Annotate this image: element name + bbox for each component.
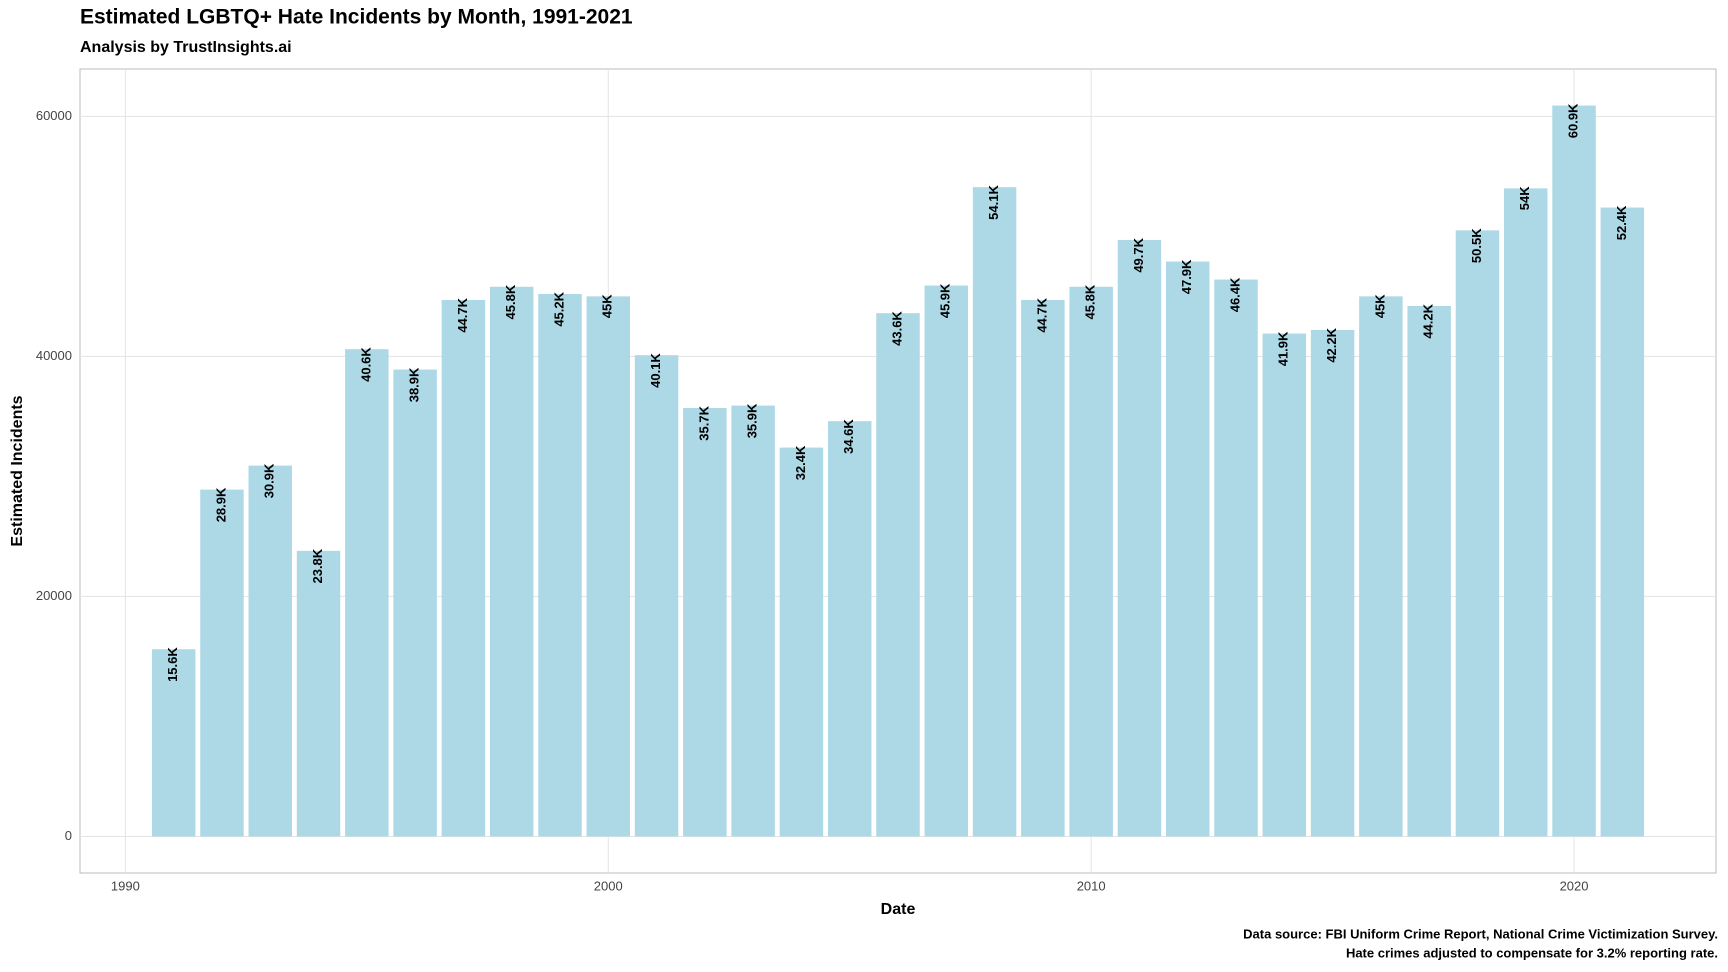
- bar: [441, 299, 486, 837]
- y-axis-label: Estimated Incidents: [9, 395, 26, 546]
- bar: [1504, 188, 1548, 837]
- value-label: 41.9K: [1276, 331, 1291, 366]
- bar: [1310, 329, 1355, 837]
- value-label: 40.1K: [648, 353, 663, 388]
- value-label: 44.7K: [455, 297, 470, 332]
- chart-title: Estimated LGBTQ+ Hate Incidents by Month…: [80, 6, 633, 29]
- chart-subtitle: Analysis by TrustInsights.ai: [80, 39, 292, 56]
- caption: Hate crimes adjusted to compensate for 3…: [1346, 945, 1718, 960]
- bar: [827, 421, 872, 837]
- value-label: 47.9K: [1179, 259, 1194, 294]
- bar: [296, 550, 341, 837]
- bar: [779, 447, 824, 837]
- bar: [586, 296, 631, 837]
- y-tick-label: 0: [65, 828, 72, 843]
- bar: [731, 405, 775, 837]
- bar: [151, 649, 196, 837]
- bar: [1069, 286, 1113, 837]
- value-label: 45.8K: [1083, 284, 1098, 319]
- value-label: 43.6K: [889, 311, 904, 346]
- bar: [1600, 207, 1645, 837]
- value-label: 35.7K: [696, 405, 711, 440]
- value-label: 60.9K: [1565, 103, 1580, 138]
- bar: [924, 285, 969, 837]
- bar: [1359, 296, 1403, 837]
- x-tick-label: 2010: [1077, 878, 1106, 893]
- bar: [972, 187, 1017, 837]
- value-label: 54.1K: [986, 185, 1001, 220]
- value-label: 45.8K: [503, 284, 518, 319]
- bar: [345, 349, 389, 837]
- value-label: 35.9K: [745, 403, 760, 438]
- x-axis-label: Date: [881, 901, 916, 918]
- bar: [1165, 261, 1210, 837]
- bar: [200, 489, 244, 837]
- value-label: 50.5K: [1469, 228, 1484, 263]
- bar: [489, 286, 534, 837]
- value-label: 38.9K: [407, 367, 422, 402]
- value-label: 45.2K: [551, 291, 566, 326]
- bar: [393, 369, 437, 837]
- bar: [683, 407, 727, 837]
- value-label: 32.4K: [793, 445, 808, 480]
- bar: [1552, 105, 1596, 837]
- panel: [79, 68, 1717, 874]
- bar: [1262, 333, 1307, 837]
- value-label: 52.4K: [1614, 205, 1629, 240]
- value-label: 40.6K: [358, 347, 373, 382]
- bar: [1407, 305, 1451, 837]
- value-label: 45K: [600, 294, 615, 318]
- caption: Data source: FBI Uniform Crime Report, N…: [1243, 926, 1718, 941]
- bar: [1117, 239, 1162, 837]
- bar: [876, 313, 920, 837]
- value-label: 42.2K: [1324, 327, 1339, 362]
- y-tick-label: 20000: [36, 588, 72, 603]
- x-tick-label: 2000: [594, 878, 623, 893]
- bar: [634, 355, 679, 837]
- value-label: 34.6K: [841, 419, 856, 454]
- bar: [538, 293, 582, 837]
- bar: [248, 465, 292, 837]
- value-label: 45.9K: [938, 283, 953, 318]
- value-label: 44.2K: [1421, 303, 1436, 338]
- bar: [1455, 230, 1500, 837]
- value-label: 49.7K: [1131, 237, 1146, 272]
- value-label: 44.7K: [1034, 297, 1049, 332]
- bar: [1021, 299, 1065, 837]
- bar: [1214, 279, 1258, 837]
- value-label: 23.8K: [310, 548, 325, 583]
- value-label: 45K: [1372, 294, 1387, 318]
- x-tick-label: 1990: [111, 878, 140, 893]
- y-tick-label: 60000: [36, 108, 72, 123]
- value-label: 46.4K: [1227, 277, 1242, 312]
- y-tick-label: 40000: [36, 348, 72, 363]
- value-label: 54K: [1517, 186, 1532, 210]
- value-label: 28.9K: [213, 487, 228, 522]
- value-label: 30.9K: [262, 463, 277, 498]
- value-label: 15.6K: [165, 647, 180, 682]
- x-tick-label: 2020: [1560, 878, 1589, 893]
